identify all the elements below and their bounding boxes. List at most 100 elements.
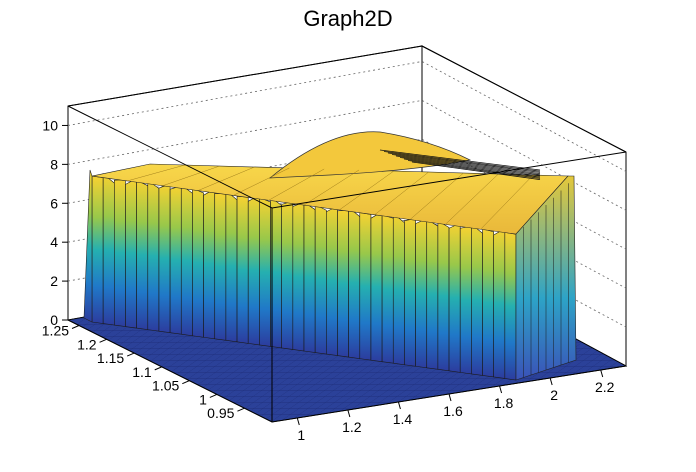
surface-front-strip (180, 184, 193, 337)
surface-front-strip (125, 177, 137, 329)
surface-front-strip (292, 201, 305, 352)
surface-top-mesh (303, 169, 360, 206)
surface-top-mesh (162, 165, 220, 186)
x-tick-label: 1 (297, 427, 305, 443)
surface-top-mesh (268, 168, 325, 201)
surface-ridge-line (383, 151, 541, 172)
box-bottom-front-edge (67, 319, 627, 423)
y-tick-label: 1.05 (152, 378, 179, 394)
x-tick-mark (549, 377, 553, 386)
surface-top-mesh (127, 164, 185, 182)
surface-front-strip (482, 228, 494, 378)
surface-front-strip (114, 179, 126, 327)
surface-front-strip (471, 223, 483, 376)
surface-ridge-line (407, 160, 541, 179)
y-tick-mark (209, 393, 218, 398)
box-top-right-edge (421, 45, 627, 153)
surface-top-mesh (409, 172, 464, 220)
y-tick-mark (71, 325, 80, 329)
z-tick-label: 2 (50, 273, 58, 289)
surface-peak (268, 131, 472, 179)
y-tick-mark (154, 366, 162, 371)
chart-title: Graph2D (303, 6, 393, 31)
surface-top-mesh (374, 171, 429, 215)
surface-front-strip (337, 209, 349, 358)
surface-front-strip (370, 211, 383, 363)
y-tick-label: 1.1 (132, 364, 152, 380)
surface-front-strip (426, 218, 439, 370)
surface-front-strip (192, 187, 204, 338)
x-tick-label: 2.2 (595, 379, 615, 395)
y-tick-mark (237, 407, 245, 412)
y-tick-mark (126, 352, 135, 357)
surface-front-strip (504, 231, 517, 381)
surface-front-strip (314, 204, 327, 355)
surface-front-strip (169, 185, 182, 335)
surface-left-wall (83, 169, 93, 323)
x-tick-label: 2 (550, 387, 558, 403)
surface-ridge-line (411, 161, 541, 180)
surface-ridge-line (391, 154, 541, 174)
surface-top-mesh (339, 170, 394, 211)
surface-front-strip (136, 179, 149, 330)
surface-front-strip (281, 200, 294, 350)
y-tick-label: 1 (199, 391, 207, 407)
surface-front-strip (259, 197, 271, 347)
y-tick-label: 1.2 (77, 336, 97, 352)
z-tick-label: 4 (50, 234, 58, 250)
surface-front-strip (91, 175, 104, 324)
surface-front-strip (326, 205, 338, 356)
y-tick-mark (99, 338, 107, 343)
y-tick-label: 0.95 (207, 405, 234, 421)
box-front-frame (67, 45, 627, 423)
surface-front-strip (437, 220, 450, 372)
surface-front-strip (214, 193, 227, 341)
y-tick-label: 1.15 (97, 350, 124, 366)
surface-front-strip (147, 179, 160, 332)
surface-front-strip (203, 188, 216, 340)
x-tick-mark (397, 401, 401, 410)
surface-front-strip (404, 218, 416, 367)
surface-front-strip (493, 228, 506, 379)
x-tick-label: 1.2 (342, 419, 362, 435)
z-tick-label: 8 (50, 156, 58, 172)
surface-front-strip (102, 173, 115, 326)
x-tick-label: 1.4 (393, 411, 413, 427)
surface-ridge-line (399, 157, 541, 177)
x-tick-mark (347, 409, 351, 418)
surface-top-mesh (233, 167, 290, 196)
surface-front-strip (247, 194, 260, 346)
y-tick-label: 1.25 (42, 323, 69, 339)
surface-front-strip (303, 201, 316, 353)
surface-front-strip (381, 214, 394, 364)
surface-top-mesh (197, 166, 255, 191)
x-tick-mark (499, 385, 503, 394)
surface-front-strip (158, 183, 171, 334)
surface-front-strip (459, 225, 472, 375)
surface-front-strip (359, 212, 372, 361)
x-tick-label: 1.6 (443, 403, 463, 419)
box-top-back-edge (67, 45, 423, 107)
x-tick-mark (448, 393, 452, 402)
surface-top-mesh (480, 174, 534, 230)
x-tick-mark (600, 369, 604, 378)
surface-front-strip (348, 206, 361, 359)
surface-top-mesh (445, 173, 499, 225)
surface-ridge-line (379, 149, 541, 171)
z-tick-label: 0 (50, 312, 58, 328)
surface-front-strip (392, 212, 405, 366)
x-tick-label: 1.8 (494, 395, 514, 411)
z-tick-label: 10 (42, 117, 58, 133)
surface-ridge-line (395, 155, 541, 176)
surface-front-strip (236, 196, 249, 344)
surface-front-strip (225, 189, 238, 343)
x-tick-mark (296, 417, 300, 426)
y-tick-mark (182, 380, 190, 385)
surface-front-strip (448, 222, 461, 373)
surface-front-strip (415, 218, 428, 369)
surface-ridge-line (403, 158, 541, 178)
z-tick-label: 6 (50, 195, 58, 211)
